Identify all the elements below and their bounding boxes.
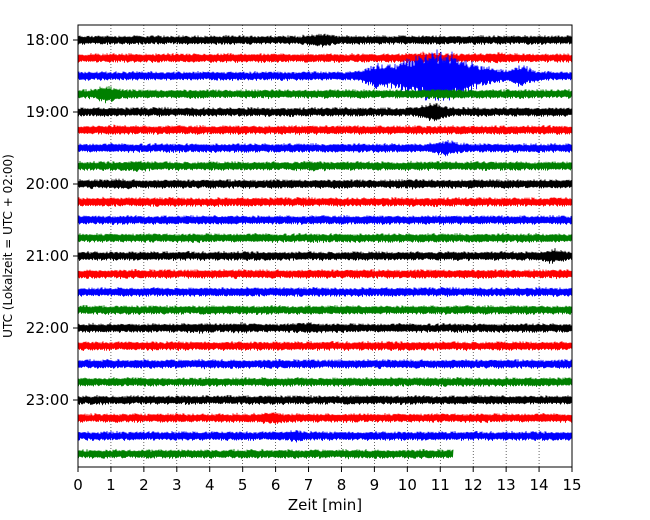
trace-line	[77, 214, 573, 226]
seismic-traces	[77, 33, 573, 460]
trace-line	[77, 394, 573, 406]
trace-line	[77, 412, 573, 424]
plot-area	[78, 25, 572, 467]
x-axis: 0 1 2 3 4 5 6 7 8 9 10 11 12 13 14 15	[73, 467, 582, 494]
x-tick-label: 5	[238, 476, 248, 494]
y-axis: 18:00 19:00 20:00 21:00 22:00 23:00	[26, 31, 78, 409]
trace-line	[77, 376, 573, 388]
trace-line	[77, 268, 573, 280]
x-tick-label: 10	[398, 476, 417, 494]
trace-line	[77, 304, 573, 316]
x-tick-label: 3	[172, 476, 182, 494]
trace-line	[77, 248, 573, 264]
x-tick-label: 14	[530, 476, 549, 494]
trace-line	[77, 232, 573, 244]
x-tick-label: 8	[337, 476, 347, 494]
trace-line	[77, 322, 573, 334]
trace-line	[77, 51, 573, 64]
x-tick-label: 1	[106, 476, 116, 494]
x-tick-label: 0	[73, 476, 83, 494]
y-tick-label: 22:00	[26, 319, 69, 337]
trace-line	[77, 286, 573, 298]
x-tick-label: 13	[497, 476, 516, 494]
trace-line	[77, 340, 573, 352]
x-tick-label: 15	[562, 476, 581, 494]
x-tick-label: 4	[205, 476, 215, 494]
trace-line	[77, 85, 573, 104]
plot-frame	[77, 24, 573, 468]
trace-line	[77, 160, 573, 172]
trace-line	[77, 358, 573, 370]
trace-line	[77, 102, 573, 122]
trace-line	[77, 33, 573, 48]
x-tick-label: 12	[464, 476, 483, 494]
trace-line	[77, 124, 573, 136]
y-tick-label: 23:00	[26, 391, 69, 409]
x-axis-label: Zeit [min]	[288, 496, 362, 514]
y-tick-label: 21:00	[26, 247, 69, 265]
y-tick-label: 19:00	[26, 103, 69, 121]
trace-line	[77, 196, 573, 208]
trace-line	[77, 49, 573, 101]
y-tick-label: 18:00	[26, 31, 69, 49]
trace-line	[77, 429, 573, 443]
x-tick-label: 7	[304, 476, 314, 494]
trace-line	[77, 178, 573, 190]
y-tick-label: 20:00	[26, 175, 69, 193]
trace-line	[77, 448, 454, 460]
trace-line	[77, 139, 573, 157]
x-tick-label: 6	[271, 476, 281, 494]
x-tick-label: 11	[431, 476, 450, 494]
x-tick-label: 9	[370, 476, 380, 494]
y-axis-label: UTC (Lokalzeit = UTC + 02:00)	[1, 154, 15, 338]
x-tick-label: 2	[139, 476, 149, 494]
